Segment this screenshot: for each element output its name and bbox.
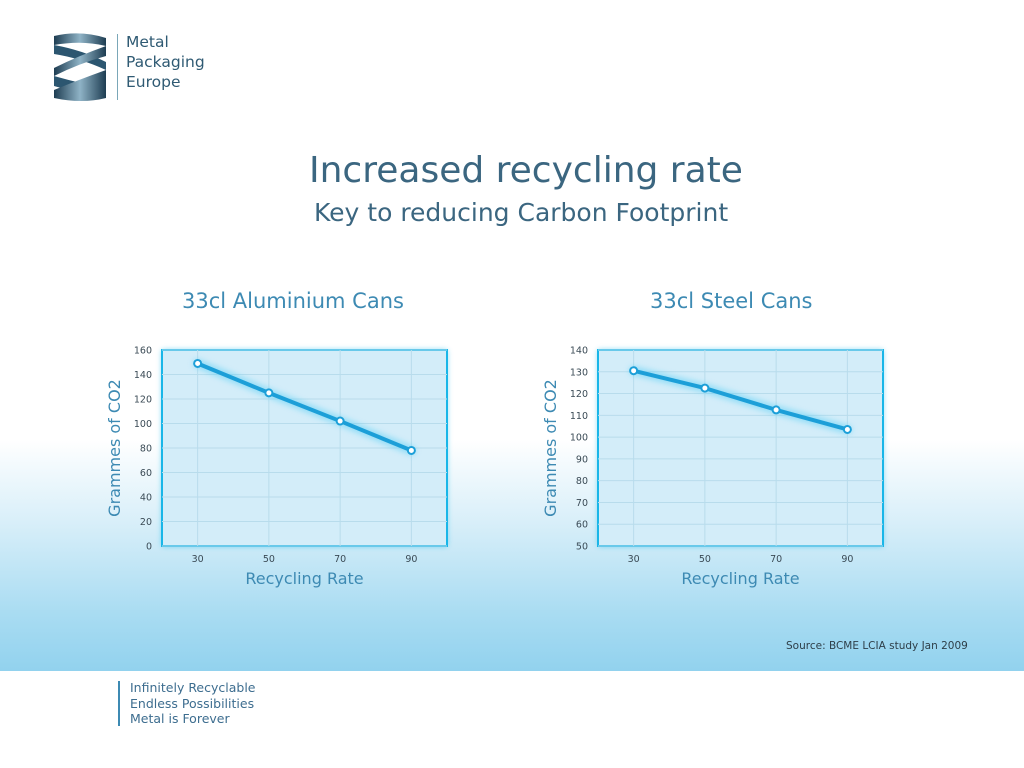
y-tick-label: 60 [576,520,588,531]
footer-divider [118,681,120,726]
x-tick-label: 30 [192,554,204,565]
data-point [629,366,639,376]
x-tick-label: 70 [334,554,346,565]
page-subtitle: Key to reducing Carbon Footprint [314,198,729,227]
logo-line: Packaging [126,53,205,71]
footer-line: Endless Possibilities [130,695,255,711]
y-tick-label: 110 [570,411,588,422]
y-tick-label: 60 [140,468,152,479]
y-tick-label: 20 [140,517,152,528]
steel-chart: 50 60 70 80 90 100 110 120 130 140 30 50 70 90 Recycli… [541,346,884,588]
y-tick-label: 140 [134,370,152,381]
logo-divider [117,34,118,100]
plot-area [597,349,884,547]
data-point [264,388,274,398]
logo-line: Europe [126,73,181,91]
data-point [335,416,345,426]
y-tick-label: 140 [570,346,588,357]
footer-line: Infinitely Recyclable [130,680,256,695]
y-tick-label: 100 [570,433,588,444]
footer-tagline: Infinitely Recyclable Endless Possibilit… [130,680,256,727]
x-axis-label: Recycling Rate [245,569,363,588]
data-point [700,383,710,393]
chart-title-steel: 33cl Steel Cans [650,289,813,313]
y-tick-label: 80 [140,444,152,455]
logo-wordmark: Metal Packaging Europe [126,32,205,92]
series-line [631,368,850,432]
data-point [193,358,203,368]
footer-line: Metal is Forever [130,711,230,726]
double-helix-logo-icon [54,33,106,101]
series-line [195,361,414,453]
data-point [842,424,852,434]
y-tick-label: 120 [134,395,152,406]
page-title: Increased recycling rate [309,150,743,191]
y-axis-label: Grammes of CO2 [105,379,124,517]
chart-title-aluminium: 33cl Aluminium Cans [182,289,404,313]
x-tick-label: 90 [405,554,417,565]
data-point [406,445,416,455]
aluminium-chart: 0 20 40 60 80 100 120 140 160 30 50 70 90 Recycling R… [105,346,448,588]
x-tick-label: 90 [841,554,853,565]
source-note: Source: BCME LCIA study Jan 2009 [786,640,968,652]
y-tick-label: 0 [146,542,152,553]
logo: Metal Packaging Europe [52,32,252,104]
x-tick-label: 50 [263,554,275,565]
y-tick-label: 100 [134,419,152,430]
logo-line: Metal [126,33,169,51]
data-point [771,405,781,415]
y-axis-label: Grammes of CO2 [541,379,560,517]
y-tick-label: 50 [576,542,588,553]
x-axis-label: Recycling Rate [681,569,799,588]
y-tick-label: 90 [576,454,588,465]
y-tick-label: 120 [570,389,588,400]
y-tick-label: 160 [134,346,152,357]
y-tick-label: 130 [570,367,588,378]
x-tick-label: 50 [699,554,711,565]
x-tick-label: 70 [770,554,782,565]
y-tick-label: 40 [140,493,152,504]
y-tick-label: 80 [576,476,588,487]
x-tick-label: 30 [628,554,640,565]
y-tick-label: 70 [576,498,588,509]
